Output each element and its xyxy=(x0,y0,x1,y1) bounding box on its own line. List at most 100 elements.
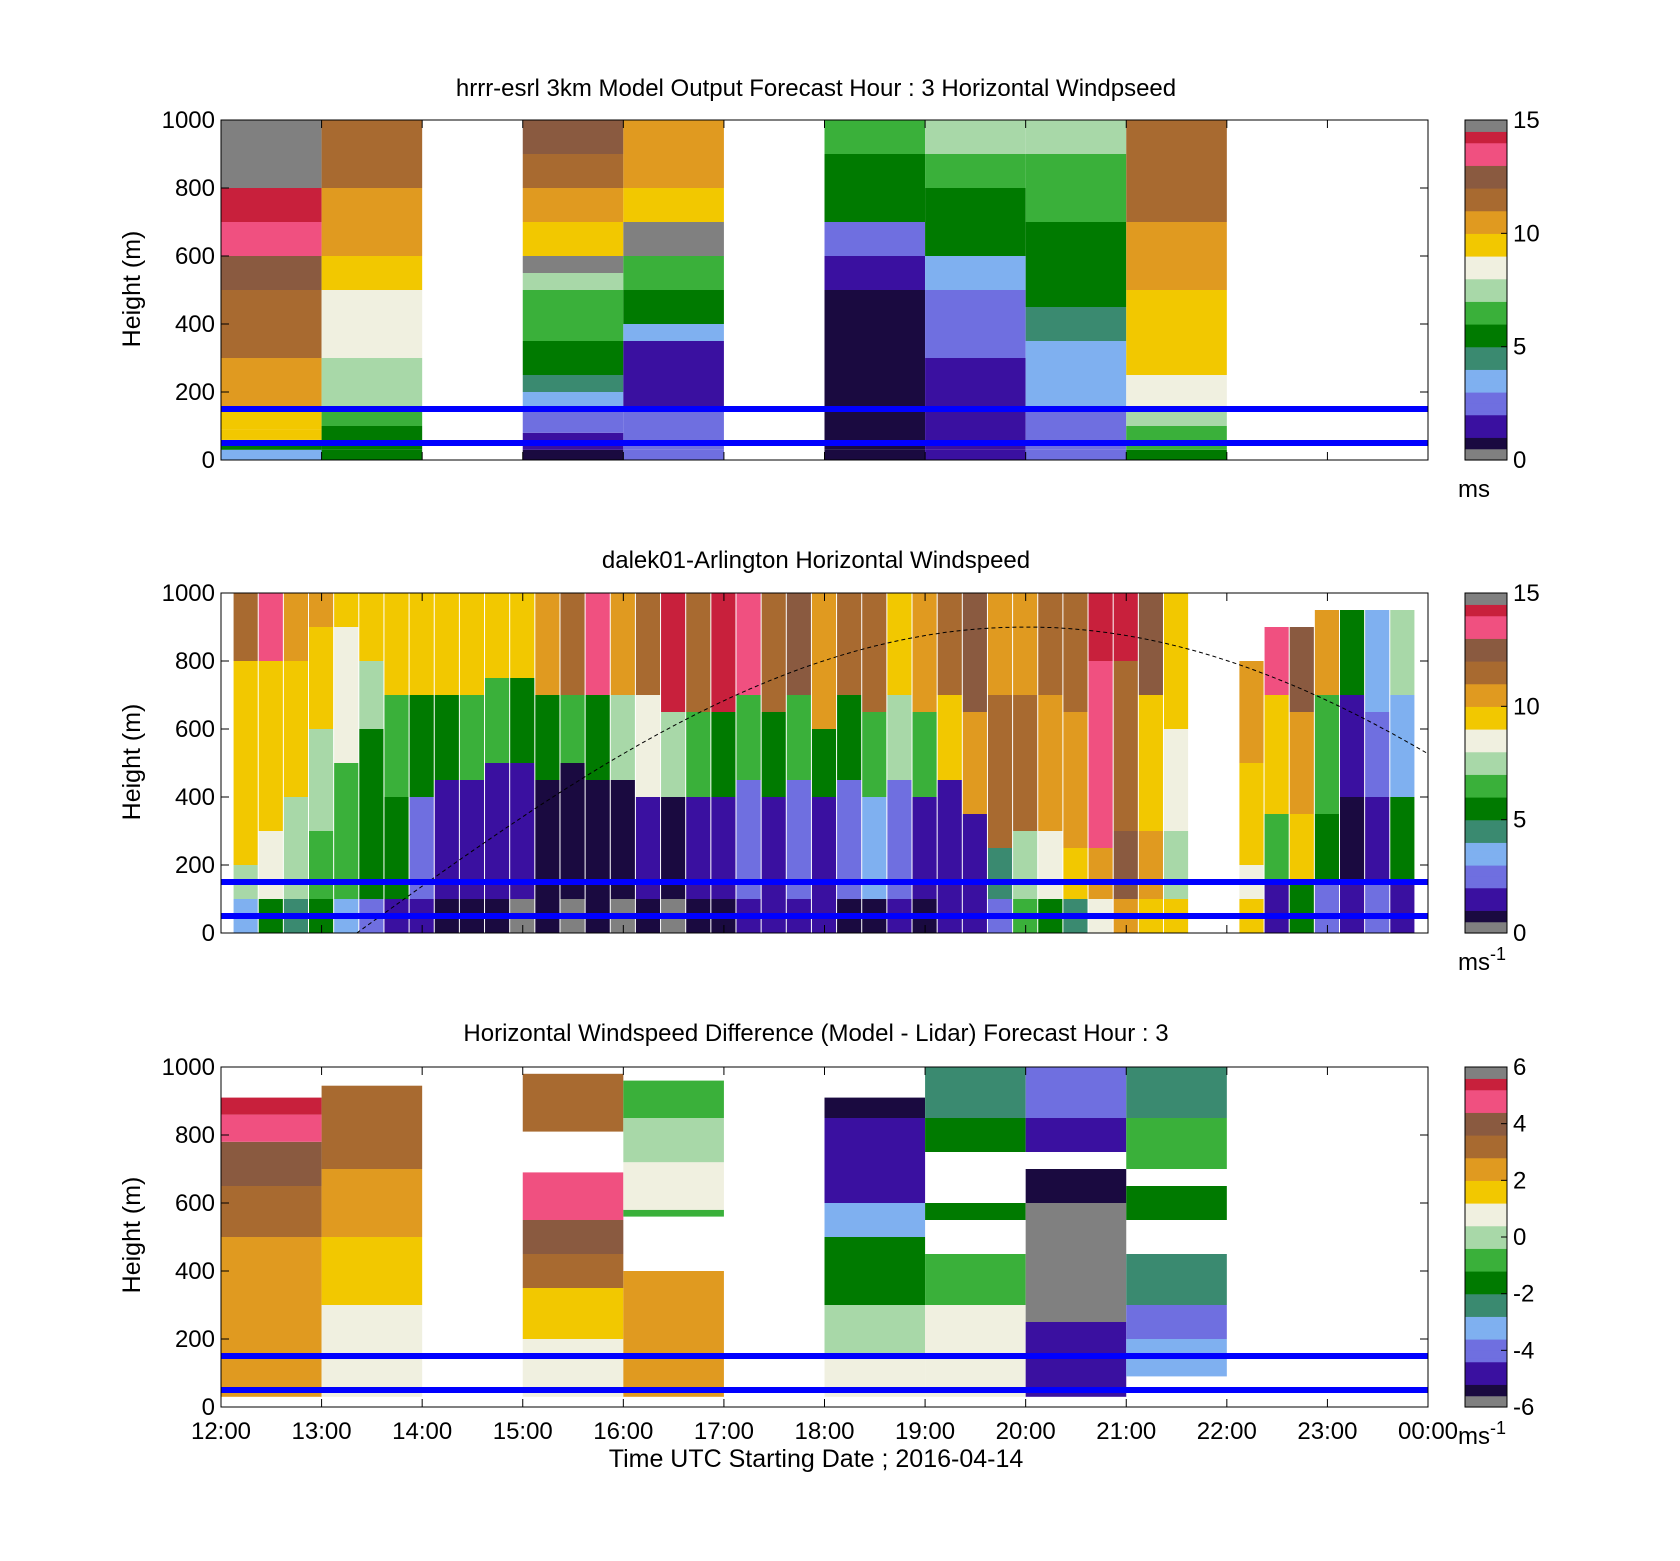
colorbar-cell xyxy=(1465,815,1507,821)
heatmap-cell xyxy=(221,409,322,430)
heatmap-cell xyxy=(824,449,926,460)
heatmap-cell xyxy=(522,290,624,324)
lidar-profile-cell xyxy=(1013,695,1038,831)
colorbar-cell xyxy=(1465,1172,1507,1178)
lidar-profile-cell xyxy=(1088,848,1113,899)
heatmap-cell xyxy=(623,290,724,307)
colorbar-cell xyxy=(1465,865,1507,870)
colorbar-cell xyxy=(1465,1176,1507,1181)
lidar-profile-cell xyxy=(334,763,359,899)
lidar-profile-cell xyxy=(309,627,334,729)
colorbar-cell xyxy=(1465,297,1507,302)
colorbar-cell xyxy=(1465,271,1507,276)
lidar-profile-cell xyxy=(1365,797,1390,882)
heatmap-cell xyxy=(221,256,322,290)
lidar-profile-cell xyxy=(987,593,1013,695)
lidar-profile-cell xyxy=(560,763,585,899)
lidar-profile-cell xyxy=(1138,695,1163,831)
lidar-profile-cell xyxy=(912,712,937,797)
colorbar-cell xyxy=(1465,1108,1507,1113)
lidar-profile-cell xyxy=(1289,814,1314,882)
lidar-profile-cell xyxy=(761,593,786,712)
heatmap-cell xyxy=(221,1097,322,1115)
heatmap-cell xyxy=(221,429,322,440)
x-tick-label: 23:00 xyxy=(1297,1418,1357,1445)
colorbar-cell xyxy=(1465,1233,1507,1238)
colorbar-cell xyxy=(1465,392,1507,397)
colorbar-cell xyxy=(1465,849,1507,855)
colorbar-cell xyxy=(1465,327,1507,333)
colorbar-cell xyxy=(1465,1218,1507,1223)
lidar-profile-cell xyxy=(1314,814,1339,882)
heatmap-cell xyxy=(522,1288,624,1339)
lidar-profile-cell xyxy=(635,695,661,797)
y-tick-label: 600 xyxy=(175,243,215,270)
colorbar-cell xyxy=(1465,395,1507,401)
colorbar-cell xyxy=(1465,358,1507,363)
colorbar-cell xyxy=(1465,1320,1507,1325)
heatmap-cell xyxy=(623,341,724,358)
colorbar-cell xyxy=(1465,278,1507,284)
lidar-profile-cell xyxy=(585,695,610,780)
colorbar-cell xyxy=(1465,161,1507,166)
heatmap-cell xyxy=(824,1237,926,1305)
colorbar-cell xyxy=(1465,657,1507,662)
y-tick-label: 200 xyxy=(175,852,215,879)
lidar-profile-cell xyxy=(661,593,686,712)
colorbar-cell xyxy=(1465,1206,1507,1212)
lidar-profile-cell xyxy=(661,712,686,797)
colorbar-cell xyxy=(1465,834,1507,840)
colorbar-cell xyxy=(1465,861,1507,866)
colorbar-cell xyxy=(1465,906,1507,911)
colorbar-cell xyxy=(1465,642,1507,647)
lidar-profile-cell xyxy=(1038,593,1063,695)
heatmap-cell xyxy=(221,1141,322,1186)
colorbar-cell xyxy=(1465,846,1507,851)
heatmap-cell xyxy=(1025,1203,1127,1254)
colorbar-cell xyxy=(1465,1361,1507,1367)
panel-lidar-ylabel: Height (m) xyxy=(118,704,146,821)
colorbar-cell xyxy=(1465,1131,1507,1136)
colorbar-cell xyxy=(1465,301,1507,306)
lidar-profile-cell xyxy=(384,593,409,695)
colorbar-cell xyxy=(1465,206,1507,212)
colorbar-cell xyxy=(1465,157,1507,163)
colorbar-cell xyxy=(1465,781,1507,787)
lidar-profile-cell xyxy=(786,695,811,780)
y-tick-label: 400 xyxy=(175,784,215,811)
lidar-profile-cell xyxy=(359,661,384,729)
heatmap-cell xyxy=(623,188,724,222)
sun-elevation-line xyxy=(356,626,1429,934)
lidar-profile-cell xyxy=(309,593,334,627)
heatmap-cell xyxy=(1025,449,1127,460)
heatmap-cell xyxy=(321,222,423,256)
y-tick-label: 800 xyxy=(175,175,215,202)
lidar-profile-cell xyxy=(1314,882,1339,933)
colorbar-cell xyxy=(1465,623,1507,628)
colorbar-cell xyxy=(1465,267,1507,272)
colorbar-cell xyxy=(1465,1342,1507,1348)
colorbar-cell xyxy=(1465,252,1507,257)
heatmap-cell xyxy=(1126,120,1227,154)
heatmap-cell xyxy=(824,1169,926,1203)
heatmap-cell xyxy=(1025,256,1127,290)
colorbar-cell xyxy=(1465,1240,1507,1246)
colorbar-cell xyxy=(1465,410,1507,416)
heatmap-cell xyxy=(221,222,322,256)
colorbar-cell xyxy=(1465,142,1507,148)
heatmap-cell xyxy=(1126,392,1227,409)
colorbar-cell xyxy=(1465,180,1507,185)
heatmap-cell xyxy=(824,1305,926,1356)
colorbar-cell xyxy=(1465,316,1507,321)
lidar-profile-cell xyxy=(233,661,258,865)
colorbar-cell xyxy=(1465,1116,1507,1121)
y-tick-label: 0 xyxy=(202,920,215,947)
colorbar-cell xyxy=(1465,214,1507,219)
colorbar-cell xyxy=(1465,619,1507,624)
colorbar-cell xyxy=(1465,838,1507,843)
lidar-profile-cell xyxy=(1339,882,1365,933)
lidar-profile-cell xyxy=(811,729,837,797)
heatmap-cell xyxy=(824,1097,926,1118)
heatmap-cell xyxy=(221,392,322,409)
colorbar-cell xyxy=(1465,596,1507,602)
